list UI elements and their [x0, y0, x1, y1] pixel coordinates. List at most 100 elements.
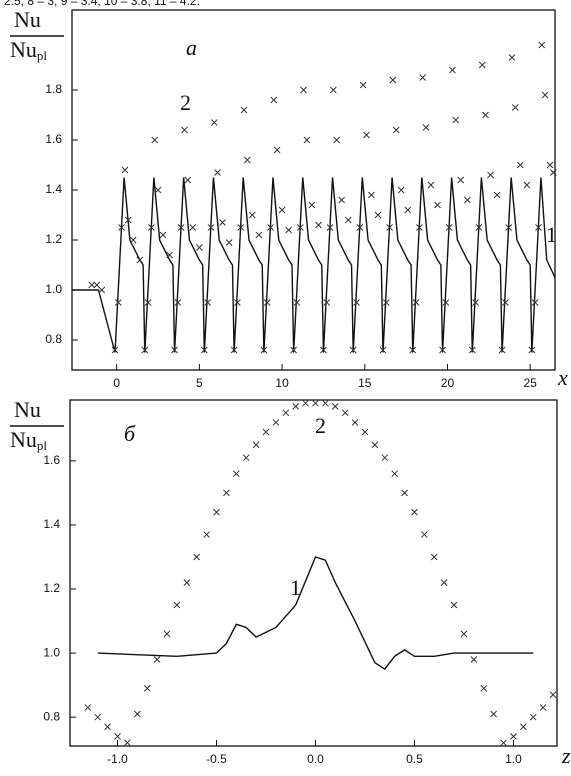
y-label-denominator: Nupl	[10, 37, 47, 63]
x-tick-label: 1.0	[505, 752, 522, 766]
x-marker	[439, 346, 446, 354]
y-tick-label: 1.2	[45, 232, 62, 246]
curve-annotation: 2	[315, 413, 326, 438]
y-tick-label: 1.2	[43, 581, 60, 595]
x-marker	[267, 224, 274, 231]
x-marker	[421, 531, 428, 538]
panel-label: a	[186, 35, 197, 60]
x-marker	[468, 346, 476, 354]
x-marker	[129, 236, 137, 244]
x-marker	[478, 61, 486, 69]
x-marker	[84, 704, 92, 711]
x-marker	[460, 630, 468, 638]
x-marker	[452, 116, 460, 124]
x-marker	[351, 419, 359, 426]
x-marker	[232, 470, 240, 478]
x-label: x	[557, 365, 568, 390]
x-marker	[111, 346, 119, 354]
x-marker	[183, 579, 191, 586]
x-marker	[189, 224, 197, 231]
x-marker	[181, 126, 188, 134]
x-marker	[412, 299, 420, 306]
x-tick-label: 20	[441, 376, 455, 390]
x-marker	[493, 191, 501, 199]
x-marker	[230, 346, 238, 354]
x-marker	[290, 346, 298, 354]
x-marker	[409, 346, 417, 354]
x-marker	[203, 531, 210, 538]
x-marker	[124, 739, 131, 747]
x-marker	[539, 704, 547, 711]
x-marker	[498, 346, 506, 354]
x-marker	[480, 684, 488, 692]
x-marker	[449, 66, 456, 74]
y-tick-label: 1.0	[45, 282, 62, 296]
x-marker	[285, 226, 293, 234]
x-marker	[538, 41, 546, 49]
x-marker	[300, 86, 307, 94]
x-marker	[500, 739, 507, 747]
x-marker	[159, 231, 167, 239]
x-marker	[457, 176, 465, 184]
x-marker	[282, 409, 290, 417]
x-marker	[323, 299, 331, 306]
x-marker	[487, 171, 494, 179]
y-label-base: Nu	[10, 427, 37, 452]
y-tick-label: 0.8	[45, 332, 62, 346]
y-tick-label: 1.6	[43, 453, 60, 467]
x-marker	[260, 346, 268, 354]
x-marker	[293, 299, 301, 306]
curve-annotation: 2	[180, 90, 191, 115]
x-marker	[519, 723, 527, 731]
x-marker	[450, 601, 458, 609]
x-marker	[237, 224, 245, 231]
x-marker	[193, 553, 201, 561]
x-marker	[331, 403, 339, 410]
x-marker	[234, 299, 241, 306]
x-tick-label: 5	[196, 376, 203, 390]
x-marker	[262, 428, 270, 436]
y-label-denominator: Nupl	[10, 427, 47, 453]
x-tick-label: 0	[113, 376, 120, 390]
x-marker	[541, 91, 549, 99]
x-marker	[368, 191, 375, 199]
x-marker	[349, 346, 357, 354]
y-tick-label: 1.0	[43, 645, 60, 659]
y-tick-label: 1.4	[43, 517, 60, 531]
x-label: z	[561, 743, 571, 768]
x-marker	[356, 224, 364, 231]
x-marker	[124, 216, 132, 224]
x-marker	[531, 299, 539, 306]
curve-line	[97, 556, 534, 671]
y-tick-label: 1.6	[45, 132, 62, 146]
x-marker	[440, 579, 448, 586]
y-label-base: Nu	[10, 37, 37, 62]
x-marker	[292, 403, 300, 410]
x-marker	[204, 299, 211, 306]
curve-line	[72, 177, 556, 353]
y-tick-label: 0.8	[43, 709, 60, 723]
x-marker	[490, 710, 498, 718]
x-marker	[338, 196, 345, 204]
x-marker	[508, 54, 516, 61]
x-marker	[363, 131, 370, 139]
x-marker	[470, 656, 478, 663]
x-marker	[344, 216, 352, 224]
x-marker	[302, 399, 309, 407]
x-marker	[272, 419, 280, 426]
x-marker	[430, 553, 438, 561]
x-marker	[529, 713, 537, 721]
x-marker	[173, 601, 181, 609]
x-marker	[121, 166, 129, 174]
x-marker	[252, 441, 260, 449]
x-marker	[177, 224, 185, 231]
x-marker	[419, 74, 427, 81]
x-marker	[523, 181, 531, 189]
x-marker	[320, 346, 327, 354]
x-marker	[442, 299, 450, 306]
x-marker	[207, 224, 215, 231]
x-marker	[273, 146, 281, 154]
x-marker	[381, 454, 389, 462]
x-marker	[196, 244, 203, 251]
x-marker	[427, 181, 435, 189]
